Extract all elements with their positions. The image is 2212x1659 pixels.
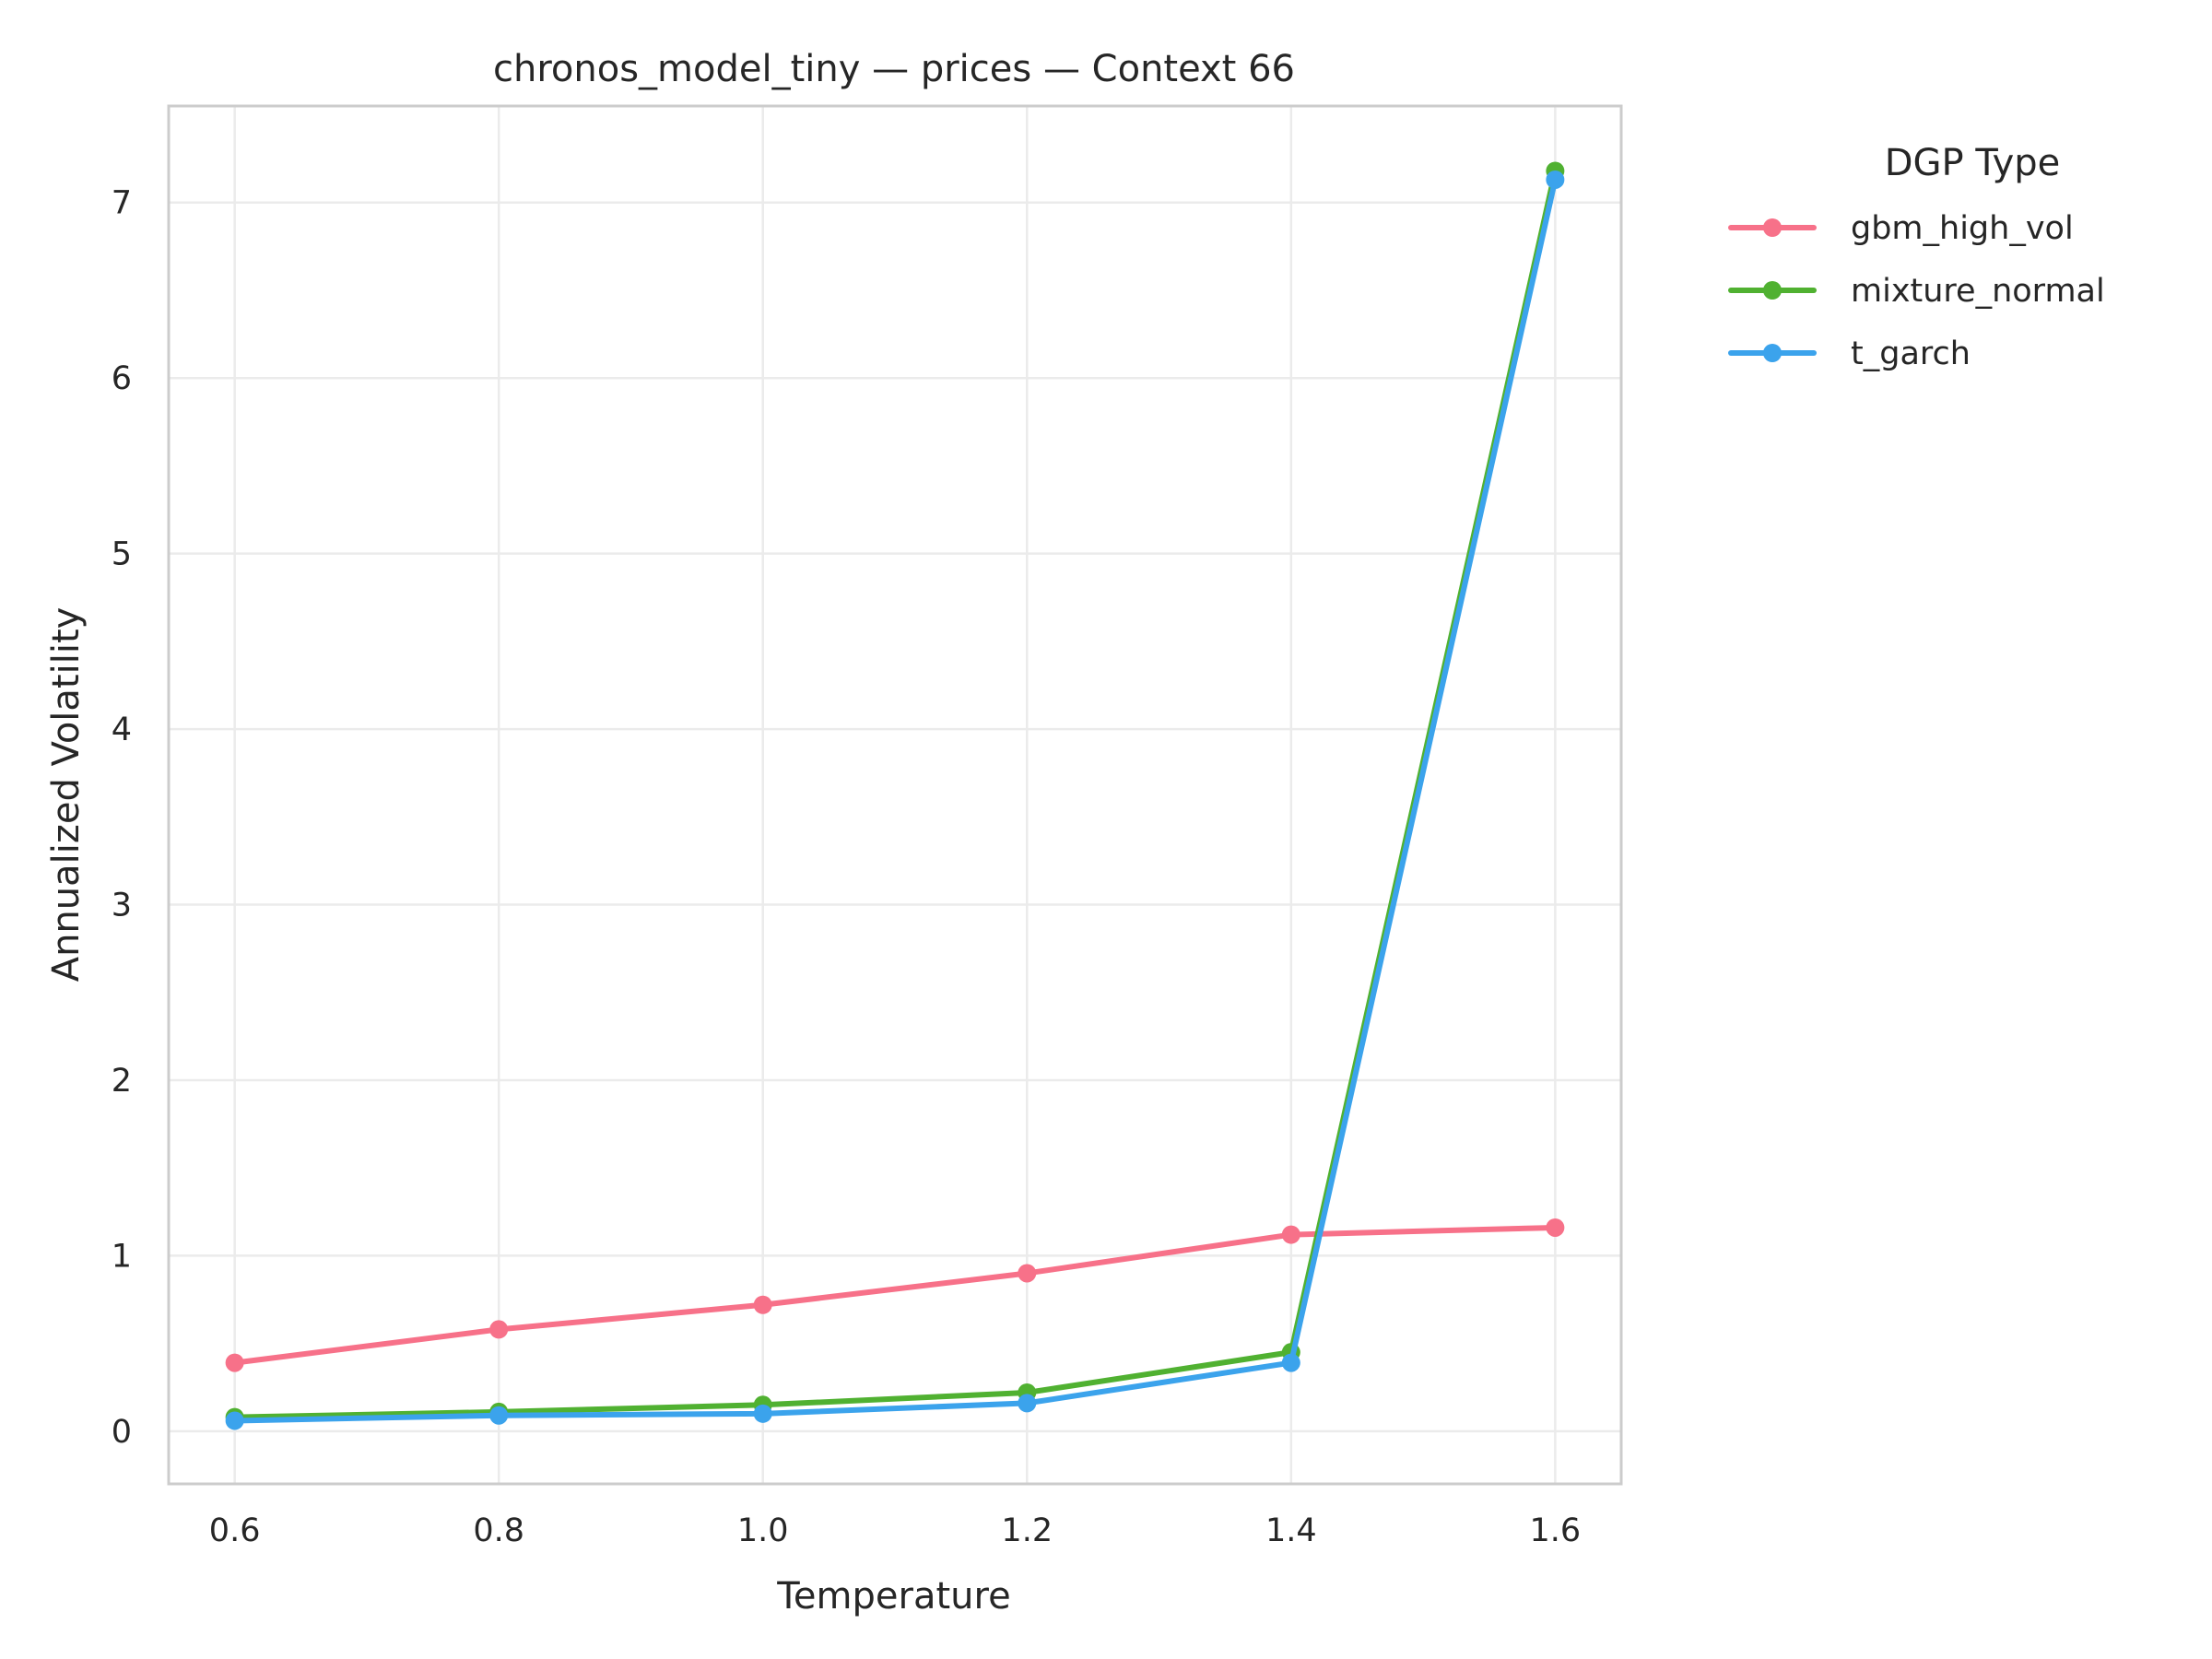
x-tick-label: 0.6 — [209, 1512, 261, 1549]
data-point — [1546, 1218, 1565, 1237]
data-point — [1281, 1353, 1300, 1372]
data-point — [1281, 1225, 1300, 1244]
x-axis-ticks: 0.6 0.8 1.0 1.2 1.4 1.6 — [209, 1512, 1581, 1549]
legend-entry-label: gbm_high_vol — [1851, 210, 2074, 247]
series-line — [231, 176, 1559, 1424]
legend-marker — [1763, 281, 1782, 300]
legend-marker — [1763, 218, 1782, 237]
data-point — [489, 1320, 509, 1339]
legend-marker — [1763, 344, 1782, 362]
data-point — [225, 1353, 244, 1372]
legend-title: DGP Type — [1885, 142, 2061, 184]
grid — [169, 106, 1621, 1484]
y-tick-label: 3 — [112, 888, 132, 924]
data-point — [1546, 170, 1565, 189]
x-tick-label: 1.2 — [1001, 1512, 1053, 1549]
x-tick-label: 1.6 — [1530, 1512, 1582, 1549]
data-point — [225, 1411, 244, 1430]
data-point — [489, 1406, 509, 1425]
legend: DGP Type gbm_high_vol mixture_normal t_gar… — [1728, 142, 2105, 372]
data-point — [1018, 1264, 1037, 1283]
y-tick-label: 4 — [112, 712, 132, 748]
series-gbm_high_vol — [225, 1218, 1565, 1372]
legend-entry-label: mixture_normal — [1851, 273, 2105, 310]
data-point — [753, 1404, 772, 1423]
series-layer — [225, 161, 1565, 1430]
y-tick-label: 0 — [112, 1414, 132, 1451]
y-tick-label: 7 — [112, 185, 132, 222]
y-tick-label: 6 — [112, 360, 132, 397]
x-tick-label: 1.0 — [737, 1512, 789, 1549]
x-tick-label: 0.8 — [473, 1512, 524, 1549]
data-point — [1018, 1394, 1037, 1413]
data-point — [753, 1295, 772, 1314]
y-axis-ticks: 0 1 2 3 4 5 6 7 — [112, 185, 132, 1451]
x-axis-label: Temperature — [776, 1575, 1010, 1618]
x-tick-label: 1.4 — [1265, 1512, 1317, 1549]
plot-frame — [167, 104, 1623, 1486]
y-tick-label: 5 — [112, 536, 132, 573]
chart-title: chronos_model_tiny — prices — Context 66 — [493, 48, 1295, 90]
y-axis-label: Annualized Volatility — [45, 607, 88, 982]
y-tick-label: 2 — [112, 1063, 132, 1100]
series-t_garch — [225, 170, 1565, 1430]
legend-entry-label: t_garch — [1851, 335, 1971, 372]
y-tick-label: 1 — [112, 1238, 132, 1275]
series-line — [231, 1224, 1559, 1366]
